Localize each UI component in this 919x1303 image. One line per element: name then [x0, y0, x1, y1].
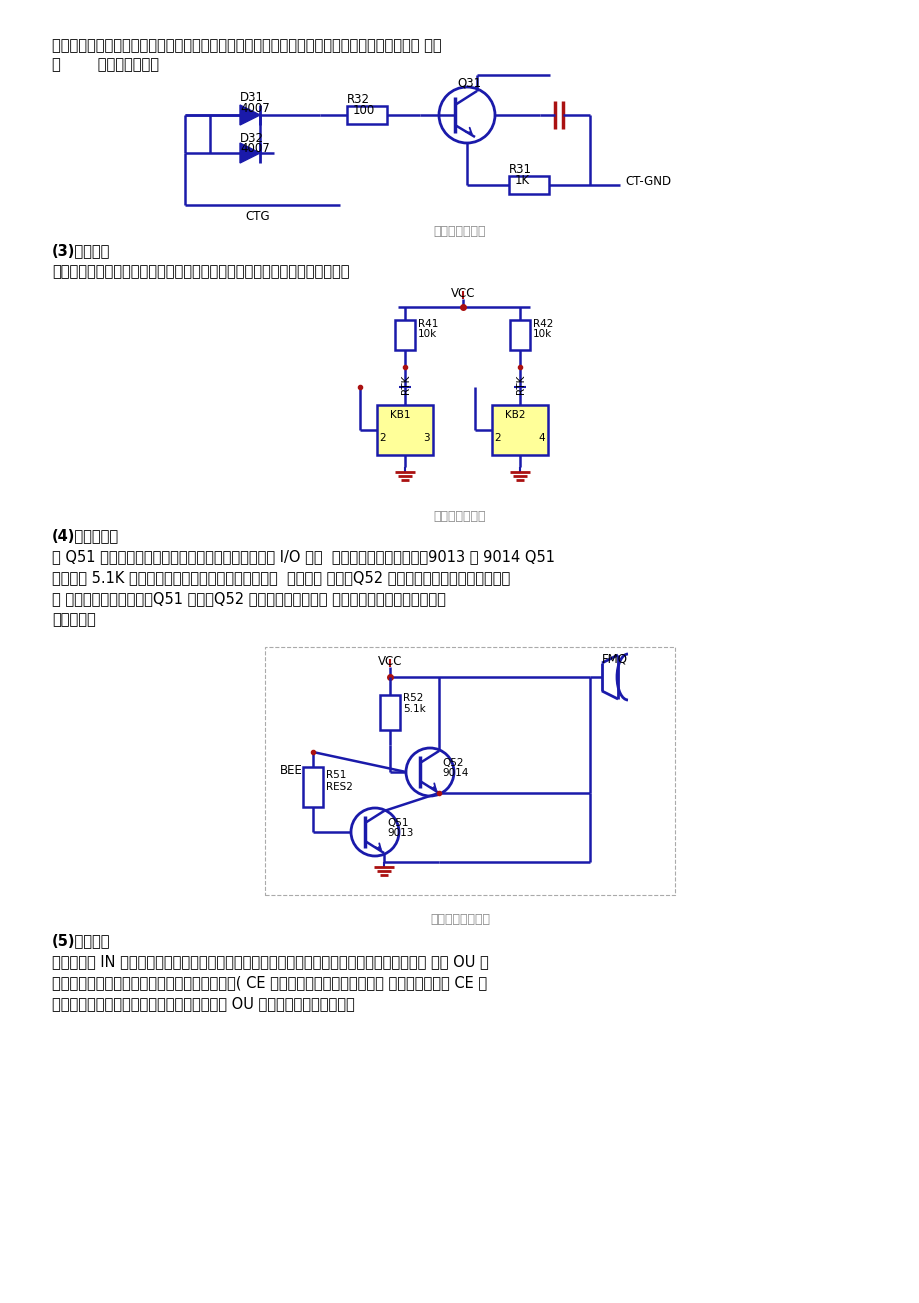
Text: 图五：按键电路: 图五：按键电路: [433, 509, 486, 523]
Bar: [346, 106, 387, 124]
Bar: [509, 321, 529, 351]
Text: R41: R41: [417, 319, 437, 328]
Text: 9013: 9013: [387, 827, 413, 838]
Text: 输出方波信号以控制电机白运行。触发使能端口( CE 的作用是分别对两个通道的输 出进行控制，当 CE 端: 输出方波信号以控制电机白运行。触发使能端口( CE 的作用是分别对两个通道的输 …: [52, 975, 486, 990]
Text: 为低电平时，无论有无输入控制信号，输出端 OU 改台终呈高阻抗状态。因: 为低电平时，无论有无输入控制信号，输出端 OU 改台终呈高阻抗状态。因: [52, 995, 355, 1011]
Text: 100: 100: [353, 104, 375, 117]
Text: 4: 4: [538, 433, 544, 443]
Text: FMQ: FMQ: [601, 653, 628, 666]
Bar: [492, 405, 548, 455]
Text: D32: D32: [240, 132, 264, 145]
Bar: [377, 405, 433, 455]
Text: Q31: Q31: [457, 77, 481, 90]
Text: 4007: 4007: [240, 142, 269, 155]
Text: 以 Q51 的基极作为蜂鸣器控制信号的输入端与单片机 I/O 两个  口相连，主要由蜂鸣器、9013 与 9014 Q51: 以 Q51 的基极作为蜂鸣器控制信号的输入端与单片机 I/O 两个 口相连，主要…: [52, 549, 554, 564]
Text: 9014: 9014: [441, 767, 468, 778]
Bar: [394, 321, 414, 351]
Text: RTK: RTK: [401, 375, 411, 395]
Text: (5)电机电路: (5)电机电路: [52, 933, 110, 949]
Text: (4)蜂鸣器电路: (4)蜂鸣器电路: [52, 528, 119, 543]
Text: KB1: KB1: [390, 410, 410, 420]
Text: RES2: RES2: [325, 782, 353, 792]
Text: Q51: Q51: [387, 818, 408, 827]
Text: R42: R42: [532, 319, 552, 328]
Text: R52: R52: [403, 693, 423, 704]
Text: 10k: 10k: [417, 328, 437, 339]
Bar: [265, 648, 675, 895]
Text: 三极管及 5.1K 偏置电阻组成。当输入端为高电平时，  蜂鸣器不 导通，Q52 截止，蜂鸣器回路开路，蜂鸣器: 三极管及 5.1K 偏置电阻组成。当输入端为高电平时， 蜂鸣器不 导通，Q52 …: [52, 569, 510, 585]
Text: 5.1k: 5.1k: [403, 704, 425, 714]
Text: 送        个低电平即可。: 送 个低电平即可。: [52, 57, 159, 72]
Text: RTK: RTK: [516, 375, 526, 395]
Bar: [508, 176, 549, 194]
Text: VCC: VCC: [378, 655, 402, 668]
Text: 键按下后，进行温度及液位检测的切换，也可不使用。按键电路如图五所示。: 键按下后，进行温度及液位检测的切换，也可不使用。按键电路如图五所示。: [52, 265, 349, 279]
Text: R32: R32: [346, 93, 369, 106]
Text: CTG: CTG: [244, 210, 269, 223]
Bar: [302, 767, 323, 807]
Text: R51: R51: [325, 770, 346, 780]
Polygon shape: [240, 106, 260, 125]
Text: D31: D31: [240, 91, 264, 104]
Text: 图四：消隐电路: 图四：消隐电路: [433, 225, 486, 238]
Text: VCC: VCC: [450, 287, 475, 300]
Text: 4007: 4007: [240, 102, 269, 115]
Text: 2: 2: [379, 433, 385, 443]
Text: 图六所示。: 图六所示。: [52, 612, 96, 627]
Text: 控制信号从 IN 端输入并经前级缓冲后送入片内控制器，然后由控制部分处理并驱动晶体管，最 后由 OU 喇: 控制信号从 IN 端输入并经前级缓冲后送入片内控制器，然后由控制部分处理并驱动晶…: [52, 954, 488, 969]
Polygon shape: [240, 143, 260, 163]
Circle shape: [351, 808, 399, 856]
Text: 2: 2: [494, 433, 500, 443]
Circle shape: [405, 748, 453, 796]
Text: 图六：蜂鸣器电路: 图六：蜂鸣器电路: [429, 913, 490, 926]
Bar: [380, 694, 400, 730]
Text: (3)按键电路: (3)按键电路: [52, 242, 110, 258]
Text: 3: 3: [423, 433, 429, 443]
Text: 1K: 1K: [515, 175, 529, 188]
Text: CT-GND: CT-GND: [624, 175, 670, 188]
Text: 10k: 10k: [532, 328, 551, 339]
Text: R31: R31: [508, 163, 531, 176]
Text: 响 当输入端为低电平时，Q51 截止，Q52 导通，蜂鸣器电路如 回路闭合，蜂鸣器发出响声。: 响 当输入端为低电平时，Q51 截止，Q52 导通，蜂鸣器电路如 回路闭合，蜂鸣…: [52, 592, 446, 606]
Text: Q52: Q52: [441, 758, 463, 767]
Text: 消除消隐的问题。消隐电路如图四所示。软件上，在传数据时，先传一个高电平，直到数据传完 再传: 消除消隐的问题。消隐电路如图四所示。软件上，在传数据时，先传一个高电平，直到数据…: [52, 38, 441, 53]
Text: KB2: KB2: [505, 410, 525, 420]
Circle shape: [438, 87, 494, 143]
Text: BEE: BEE: [279, 764, 302, 777]
